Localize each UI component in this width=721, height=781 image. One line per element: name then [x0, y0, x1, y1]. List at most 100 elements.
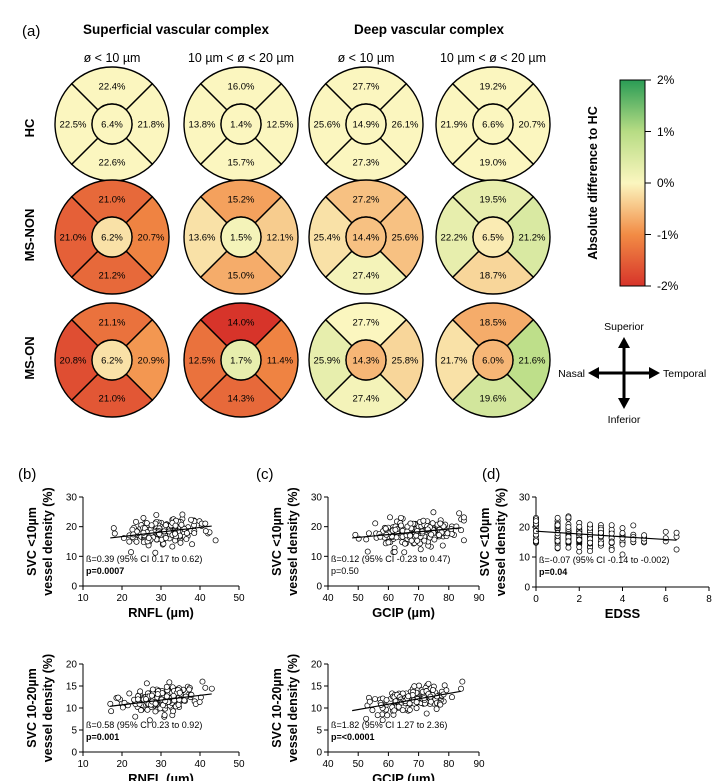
data-point [423, 710, 430, 717]
data-point [138, 707, 144, 714]
data-point [397, 514, 404, 521]
x-axis-label: RNFL (µm) [128, 605, 194, 620]
arrow-left-icon [588, 367, 599, 379]
p-value: p=<0.0001 [331, 732, 375, 742]
grid-value-inferior: 27.4% [353, 394, 380, 405]
grid-value-temporal: 21.6% [519, 356, 546, 367]
grid-value-nasal: 22.2% [441, 233, 468, 244]
data-point [630, 522, 637, 529]
data-point [152, 549, 159, 556]
data-point [430, 509, 437, 516]
grid-value-superior: 14.0% [228, 318, 255, 329]
data-point [405, 693, 412, 700]
etdrs-grid: 15.2% 15.0% 13.6% 12.1% 1.5% [183, 179, 299, 295]
compass-superior: Superior [604, 321, 644, 333]
grid-value-inferior: 18.7% [480, 271, 507, 282]
data-point [427, 698, 434, 705]
data-point [148, 522, 155, 529]
data-point [439, 542, 446, 549]
grid-value-inferior: 22.6% [99, 158, 126, 169]
y-axis-label: vessel density (%) [286, 487, 300, 595]
data-point [554, 522, 561, 529]
grid-value-temporal: 11.4% [267, 356, 294, 367]
grid-value-nasal: 20.8% [60, 356, 87, 367]
x-tick-label: 2 [576, 594, 582, 605]
data-point [433, 706, 440, 712]
data-point [178, 521, 185, 528]
y-tick-label: 5 [71, 726, 77, 737]
x-tick-label: 40 [194, 759, 206, 770]
data-point [608, 522, 615, 529]
x-tick-label: 4 [620, 594, 626, 605]
data-point [152, 700, 159, 707]
grid-value-inferior: 21.2% [99, 271, 126, 282]
x-tick-label: 40 [194, 593, 206, 604]
data-point [107, 700, 114, 707]
data-point [153, 511, 160, 518]
data-point [429, 687, 436, 693]
grid-value-inferior: 15.7% [228, 158, 255, 169]
grid-value-nasal: 13.6% [189, 233, 216, 244]
data-point [425, 680, 432, 687]
data-point [199, 678, 206, 685]
y-tick-label: 10 [311, 552, 323, 563]
data-point [188, 516, 194, 523]
y-tick-label: 20 [66, 660, 78, 671]
sector-center [220, 103, 262, 145]
scatter-plot: 0 10 20 30 0 2 4 6 8 EDSS SVC <10µm vessel density … [478, 488, 712, 621]
data-point [111, 530, 118, 537]
regression-stats: ß=1.82 (95% CI 1.27 to 2.36) [331, 720, 447, 730]
data-point [142, 696, 149, 703]
data-point [183, 536, 190, 543]
grid-value-superior: 19.5% [480, 195, 507, 206]
regression-line [535, 530, 677, 541]
data-point [554, 537, 561, 544]
data-point [128, 549, 134, 556]
data-point [460, 514, 467, 521]
grid-value-temporal: 12.1% [267, 233, 294, 244]
grid-value-nasal: 25.4% [314, 233, 341, 244]
arrow-up-icon [618, 337, 630, 348]
group-title-superficial: Superficial vascular complex [83, 22, 270, 37]
data-point [393, 534, 400, 541]
data-point [137, 688, 144, 695]
data-point [413, 532, 420, 539]
data-point [431, 536, 438, 543]
data-point [608, 547, 615, 553]
grid-value-temporal: 20.9% [138, 356, 165, 367]
y-tick-label: 10 [311, 704, 323, 715]
data-point [406, 706, 413, 713]
grid-value-center: 14.3% [353, 356, 380, 367]
colorbar-tick-label: -1% [657, 228, 679, 242]
y-tick-label: 20 [311, 522, 323, 533]
data-point [385, 539, 392, 546]
compass-inferior: Inferior [608, 414, 641, 426]
grid-value-nasal: 12.5% [189, 356, 216, 367]
x-tick-label: 60 [383, 759, 395, 770]
data-point [169, 543, 176, 550]
data-point [401, 549, 408, 556]
etdrs-grid: 21.1% 21.0% 20.8% 20.9% 6.2% [54, 302, 170, 418]
data-point [458, 527, 465, 534]
x-axis-label: GCIP (µm) [372, 771, 435, 781]
grid-value-temporal: 21.2% [519, 233, 546, 244]
data-point [587, 548, 594, 555]
x-tick-label: 70 [413, 759, 425, 770]
y-tick-label: 0 [316, 582, 322, 593]
data-point [166, 679, 173, 686]
data-point [143, 520, 150, 527]
arrow-right-icon [649, 367, 660, 379]
regression-line [352, 690, 461, 712]
data-point [420, 517, 427, 524]
grid-value-superior: 19.2% [480, 82, 507, 93]
data-point [565, 544, 572, 551]
sector-center [91, 103, 133, 145]
data-point [126, 690, 133, 697]
grid-value-temporal: 25.8% [392, 356, 419, 367]
data-point [161, 712, 168, 719]
data-point [413, 705, 420, 712]
x-tick-label: 90 [473, 759, 485, 770]
y-axis-label: vessel density (%) [286, 654, 300, 762]
grid-value-center: 6.2% [101, 356, 123, 367]
